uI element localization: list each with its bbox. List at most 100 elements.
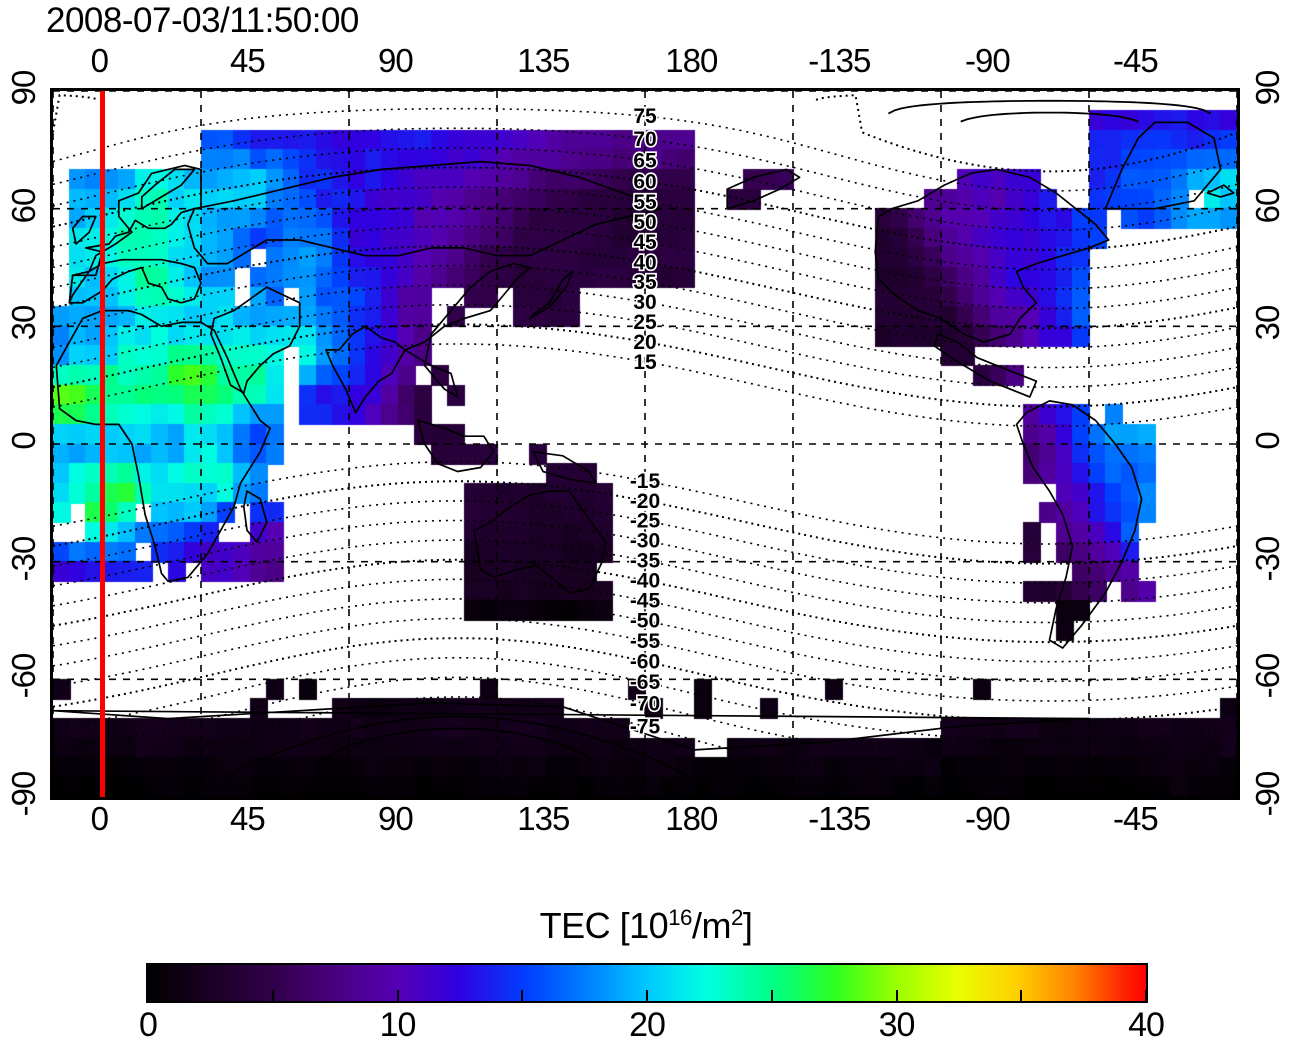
longitude-tick-label: 135: [517, 42, 570, 79]
longitude-tick-label: -45: [1112, 42, 1159, 79]
coastline-path: [874, 168, 1110, 343]
maglat-contour-label: 25: [633, 311, 657, 334]
latitude-tick-label: -60: [5, 653, 42, 699]
coastline-path: [140, 168, 196, 210]
coastline-path: [210, 286, 301, 394]
maglat-contour-solid: [887, 99, 1212, 115]
colorbar-tick: [895, 990, 898, 1001]
coastline-path: [71, 215, 97, 245]
colorbar-tick: [770, 990, 773, 1001]
maglat-contour-label: 65: [633, 150, 657, 173]
longitude-tick-label: 45: [229, 42, 266, 79]
latitude-tick-label: -60: [1249, 653, 1286, 699]
latitude-tick-label: -90: [5, 771, 42, 817]
longitude-tick-label: 90: [377, 42, 414, 79]
coastline-path: [1206, 184, 1235, 198]
colorbar-tick: [1145, 990, 1147, 1001]
latitude-tick-label: -30: [5, 536, 42, 582]
colorbar-title-suffix: ]: [742, 905, 753, 946]
colorbar-tick: [1020, 990, 1023, 1001]
coastline-path: [1104, 121, 1222, 210]
longitude-tick-label: -90: [964, 800, 1011, 837]
colorbar-title-exponent2: 2: [730, 905, 743, 930]
colorbar-tick: [521, 990, 524, 1001]
coastline-path: [404, 262, 531, 398]
maglat-contour-label: 60: [633, 170, 656, 193]
maglat-contour-label: -20: [630, 490, 660, 513]
longitude-tick-label: 180: [665, 42, 718, 79]
longitude-axis-bottom: 0 45 90 135 180 -135 -90 -45: [50, 800, 1240, 837]
maglat-contour-solid: [960, 111, 1139, 123]
coastline-path: [68, 258, 202, 304]
longitude-tick-label: 0: [90, 42, 109, 79]
latitude-axis-right: 90 60 30 0 -30 -60 -90: [1246, 71, 1290, 817]
colorbar-tick-label: 40: [1128, 1006, 1165, 1044]
map-plot-area[interactable]: 75 70 65 60 55 50 45 40 35 30 25 20 15 -15 -20 -25 -30 -3…: [50, 88, 1240, 800]
coastline-path: [417, 419, 495, 473]
colorbar-title: TEC [1016/m2]: [0, 905, 1292, 947]
longitude-tick-label: 135: [517, 800, 570, 837]
maglat-contour-label: -65: [630, 671, 661, 694]
longitude-tick-label: 90: [377, 800, 414, 837]
maglat-contour-label: -25: [630, 510, 661, 533]
maglat-contour: [53, 637, 1237, 722]
maglat-contour-label: -30: [630, 530, 660, 553]
latitude-tick-label: 60: [1249, 188, 1286, 224]
maglat-contour-label: -40: [630, 570, 660, 593]
maglat-contour-label: 20: [633, 331, 656, 354]
maglat-contour: [53, 676, 1237, 761]
maglat-contour-label: -35: [630, 550, 661, 573]
longitude-tick-label: 45: [229, 800, 266, 837]
maglat-contour: [53, 94, 1237, 173]
latitude-tick-label: 0: [5, 432, 42, 450]
maglat-contour-label: 50: [633, 211, 656, 234]
page-title: 2008-07-03/11:50:00: [46, 1, 359, 40]
maglat-contour-label: 70: [633, 128, 656, 151]
longitude-tick-label: -135: [808, 42, 871, 79]
colorbar-tick-label: 30: [878, 1006, 916, 1044]
latitude-axis-left: 90 60 30 0 -30 -60 -90: [2, 71, 46, 817]
colorbar-title-middle: /m: [691, 905, 732, 946]
longitude-tick-label: -45: [1112, 800, 1159, 837]
coastline-path: [532, 450, 597, 485]
coastline-path: [325, 325, 406, 414]
colorbar[interactable]: [146, 963, 1148, 1003]
coastline-path: [529, 270, 574, 320]
longitude-axis-top: 0 45 90 135 180 -135 -90 -45: [50, 42, 1240, 79]
maglat-contour-label: -60: [630, 650, 660, 673]
latitude-tick-label: -30: [1249, 536, 1286, 582]
coastline-path: [1015, 400, 1143, 649]
colorbar-title-exponent: 16: [668, 905, 692, 930]
maglat-contour-label: 30: [633, 291, 656, 314]
maglat-contour-label: -15: [630, 470, 661, 493]
maglat-contour-label: -70: [630, 693, 660, 716]
maglat-contour-label: 15: [633, 351, 657, 374]
maglat-contour: [53, 696, 1237, 781]
maglat-contour-solid: [223, 715, 692, 780]
longitude-tick-label: 180: [665, 800, 718, 837]
colorbar-tick: [271, 990, 274, 1001]
maglat-contour-solid: [322, 727, 593, 762]
latitude-tick-label: 30: [5, 305, 42, 341]
maglat-contour-label: 35: [633, 271, 657, 294]
colorbar-tick-label: 0: [139, 1006, 158, 1044]
maglat-contour-label: -45: [630, 590, 661, 613]
colorbar-tick: [646, 990, 648, 1001]
maglat-contour-label: 40: [633, 251, 656, 274]
maglat-contour-label: 75: [633, 105, 657, 128]
latitude-tick-label: 90: [1249, 70, 1286, 106]
latitude-tick-label: 30: [1249, 305, 1286, 341]
coastline-path: [186, 160, 663, 265]
colorbar-tick: [396, 990, 399, 1001]
colorbar-tick: [147, 990, 149, 1001]
coastline-path: [55, 309, 271, 583]
coastline-path: [933, 333, 1038, 398]
colorbar-tick-label: 10: [379, 1006, 417, 1044]
longitude-tick-label: -90: [964, 42, 1011, 79]
prime-meridian-line: [100, 91, 106, 797]
colorbar-title-prefix: TEC [10: [539, 905, 669, 946]
coastline-path: [473, 490, 607, 594]
latitude-tick-label: 60: [5, 188, 42, 224]
longitude-tick-label: 0: [90, 800, 109, 837]
